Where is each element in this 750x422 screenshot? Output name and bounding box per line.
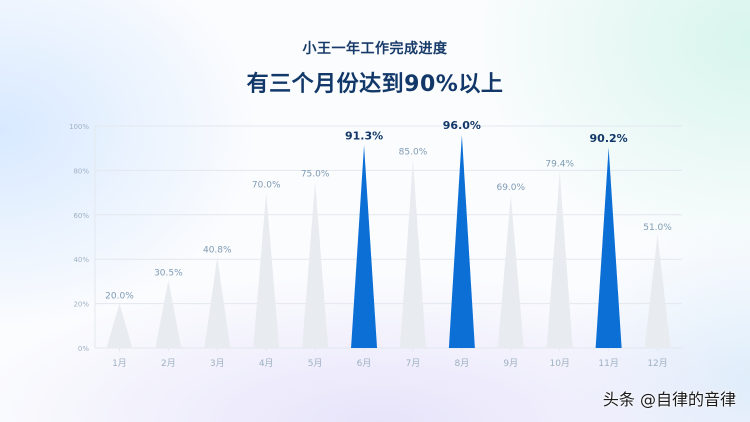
x-tick-label: 1月 (112, 358, 127, 369)
bar (497, 194, 524, 348)
data-label: 51.0% (643, 223, 672, 233)
watermark: 头条 @自律的音律 (602, 390, 736, 409)
data-label: 69.0% (496, 183, 525, 193)
y-tick-label: 20% (73, 301, 89, 309)
bar (106, 303, 133, 348)
bar (253, 192, 280, 348)
data-label: 90.2% (590, 132, 628, 145)
data-label: 40.8% (203, 245, 232, 255)
x-tick-label: 10月 (549, 358, 569, 369)
y-tick-label: 60% (73, 212, 89, 220)
bar (546, 171, 573, 348)
bar-highlighted (595, 147, 622, 348)
bar (204, 257, 231, 348)
bar (644, 234, 671, 348)
y-tick-label: 100% (69, 123, 89, 131)
data-label: 79.4% (545, 160, 574, 170)
x-tick-label: 6月 (357, 358, 372, 369)
x-tick-label: 3月 (210, 358, 225, 369)
chart-title: 有三个月份达到90%以上 (246, 72, 504, 97)
chart-subtitle: 小王一年工作完成进度 (302, 41, 448, 57)
y-tick-label: 0% (78, 345, 89, 353)
data-label: 75.0% (301, 170, 330, 180)
x-tick-label: 4月 (259, 358, 274, 369)
x-tick-label: 8月 (455, 358, 470, 369)
x-tick-label: 11月 (598, 358, 618, 369)
bar (302, 181, 329, 348)
data-label: 70.0% (252, 181, 281, 191)
bar-highlighted (351, 145, 378, 348)
data-label: 30.5% (154, 268, 183, 278)
bar (399, 159, 426, 348)
bar-highlighted (448, 134, 475, 348)
data-label: 85.0% (399, 147, 428, 157)
x-tick-label: 12月 (647, 358, 667, 369)
x-tick-label: 9月 (503, 358, 518, 369)
y-tick-label: 80% (73, 167, 89, 175)
data-label: 20.0% (105, 292, 134, 302)
bar (155, 280, 182, 348)
data-label: 91.3% (345, 129, 383, 142)
x-tick-label: 5月 (308, 358, 323, 369)
y-tick-label: 40% (73, 256, 89, 264)
data-label: 96.0% (443, 119, 481, 132)
x-tick-label: 2月 (161, 358, 176, 369)
x-tick-label: 7月 (406, 358, 421, 369)
